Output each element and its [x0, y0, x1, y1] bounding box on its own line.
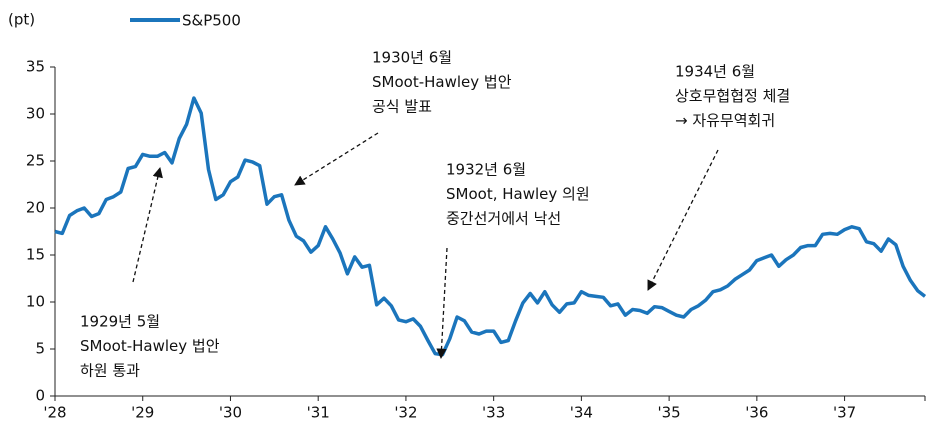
y-tick-label: 30: [26, 105, 45, 123]
y-tick-label: 0: [35, 387, 45, 405]
annotation: SMoot, Hawley 의원: [446, 185, 590, 203]
series-line: [54, 96, 927, 357]
annotation: 1929년 5월: [80, 313, 160, 331]
x-tick-label: '31: [307, 404, 330, 422]
x-tick-label: '35: [658, 404, 681, 422]
x-tick-label: '37: [833, 404, 856, 422]
x-tick-label: '34: [570, 404, 593, 422]
y-tick-label: 25: [26, 152, 45, 170]
annotation: 1930년 6월: [372, 49, 452, 67]
y-tick-label: 20: [26, 199, 45, 217]
y-tick-label: 35: [26, 58, 45, 76]
x-tick-label: '30: [219, 404, 242, 422]
annotation: SMoot-Hawley 법안: [372, 73, 512, 91]
annotation: 하원 통과: [80, 362, 140, 380]
y-tick-label: 10: [26, 293, 45, 311]
annotation: SMoot-Hawley 법안: [80, 337, 220, 355]
y-tick-label: 5: [35, 340, 45, 358]
x-tick-label: '29: [131, 404, 154, 422]
annotation-arrow: [294, 132, 379, 186]
annotation: → 자유무역회귀: [675, 112, 775, 130]
annotation-arrow: [132, 166, 163, 283]
annotation: 공식 발표: [372, 98, 432, 116]
y-tick-label: 15: [26, 246, 45, 264]
annotation: 상호무협협정 체결: [675, 87, 790, 105]
x-tick-label: '36: [745, 404, 768, 422]
x-tick-label: '33: [482, 404, 505, 422]
annotation-arrow: [436, 247, 448, 360]
annotation: 1934년 6월: [675, 63, 755, 81]
legend-label: S&P500: [182, 12, 241, 30]
annotation: 중간선거에서 낙선: [446, 210, 561, 228]
x-tick-label: '28: [43, 404, 66, 422]
annotation: 1932년 6월: [446, 161, 526, 179]
x-tick-label: '32: [394, 404, 417, 422]
y-axis-label: (pt): [8, 11, 35, 29]
annotation-arrow: [647, 149, 719, 291]
